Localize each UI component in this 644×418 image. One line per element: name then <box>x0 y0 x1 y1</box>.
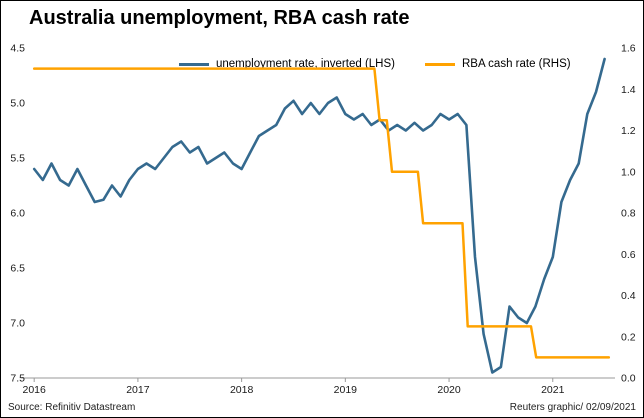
legend-item-cash-rate: RBA cash rate (RHS) <box>424 58 571 70</box>
left-axis-tick-label: 5.5 <box>10 153 25 165</box>
right-axis-tick-label: 0.8 <box>621 208 636 220</box>
right-axis-tick-label: 0.0 <box>621 373 636 385</box>
left-axis-tick-label: 4.5 <box>10 43 25 55</box>
legend: unemployment rate, inverted (LHS) RBA ca… <box>179 58 601 70</box>
left-axis-tick-label: 7.0 <box>10 318 25 330</box>
legend-label-cash-rate: RBA cash rate (RHS) <box>461 58 571 70</box>
right-axis-tick-label: 1.4 <box>621 84 636 96</box>
right-axis-tick-label: 0.6 <box>621 249 636 261</box>
x-axis-tick-label: 2018 <box>230 384 254 396</box>
chart-title: Australia unemployment, RBA cash rate <box>29 7 410 29</box>
right-axis-tick-label: 0.2 <box>621 331 636 343</box>
right-axis-tick-label: 1.6 <box>621 43 636 55</box>
unemployment-line <box>32 57 606 374</box>
right-axis-tick-label: 0.4 <box>621 290 636 302</box>
x-axis-tick-label: 2019 <box>334 384 358 396</box>
cash-rate-line-swatch-icon <box>424 62 455 66</box>
source-text: Source: Refinitiv Datastream <box>8 402 136 413</box>
x-axis-tick-label: 2020 <box>437 384 461 396</box>
x-axis-tick-label: 2021 <box>541 384 565 396</box>
legend-item-unemployment: unemployment rate, inverted (LHS) <box>179 58 395 70</box>
x-axis-tick-label: 2017 <box>126 384 150 396</box>
right-axis-tick-label: 1.0 <box>621 166 636 178</box>
left-axis-tick-label: 5.0 <box>10 98 25 110</box>
legend-label-unemployment: unemployment rate, inverted (LHS) <box>216 58 395 70</box>
right-axis-tick-label: 1.2 <box>621 125 636 137</box>
unemployment-line-swatch-icon <box>179 62 209 66</box>
x-axis-tick-label: 2016 <box>23 384 47 396</box>
credit-text: Reuters graphic/ 02/09/2021 <box>509 402 636 413</box>
left-axis-tick-label: 6.0 <box>10 208 25 220</box>
left-axis-tick-label: 7.5 <box>10 373 25 385</box>
cash-rate-line <box>32 67 611 359</box>
left-axis-tick-label: 6.5 <box>10 263 25 275</box>
